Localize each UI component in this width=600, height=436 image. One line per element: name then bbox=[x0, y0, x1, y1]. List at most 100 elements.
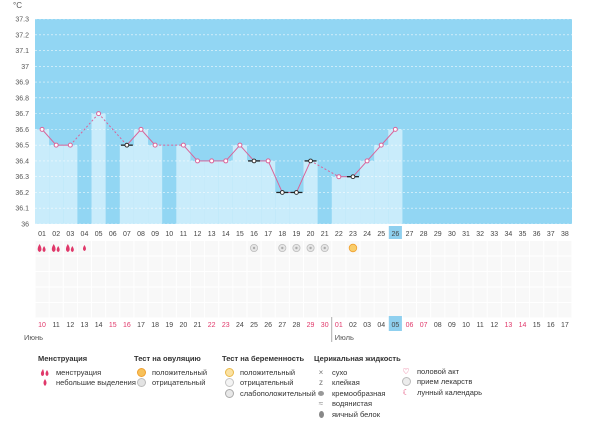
symbol-cell bbox=[92, 287, 106, 302]
symbol-cell bbox=[63, 303, 77, 318]
symbol-cell bbox=[530, 256, 544, 271]
symbol-cell bbox=[332, 287, 346, 302]
calendar-date-label: 05 bbox=[391, 322, 399, 329]
y-tick-label: 36.5 bbox=[15, 143, 29, 150]
symbol-cell bbox=[487, 272, 501, 287]
symbol-cell bbox=[501, 241, 515, 256]
temperature-column bbox=[331, 176, 346, 224]
symbol-cell bbox=[558, 272, 572, 287]
calendar-date-label: 10 bbox=[462, 322, 470, 329]
symbol-cell bbox=[49, 303, 63, 318]
temperature-point bbox=[195, 158, 201, 164]
temperature-column bbox=[63, 145, 78, 224]
menstruation-drop-icon bbox=[42, 246, 46, 252]
symbol-cell bbox=[261, 241, 275, 256]
y-tick-label: 36.7 bbox=[15, 111, 29, 118]
temperature-point bbox=[265, 158, 271, 164]
symbol-cell bbox=[388, 272, 402, 287]
symbol-cell bbox=[247, 272, 261, 287]
creamy-icon bbox=[314, 390, 328, 396]
symbol-cell bbox=[247, 256, 261, 271]
symbol-cell bbox=[318, 303, 332, 318]
legend-pregnancy-positive-item: положительный bbox=[222, 367, 316, 378]
temperature-point bbox=[209, 158, 215, 164]
temperature-point bbox=[223, 158, 229, 164]
legend-ovulation-positive-item: положительный bbox=[134, 367, 207, 378]
cycle-day-label: 29 bbox=[434, 231, 442, 238]
symbol-cell bbox=[176, 241, 190, 256]
temperature-column bbox=[275, 192, 290, 224]
symbol-cell bbox=[332, 272, 346, 287]
symbol-cell bbox=[445, 256, 459, 271]
cycle-day-label: 37 bbox=[547, 231, 555, 238]
cycle-day-label: 15 bbox=[236, 231, 244, 238]
symbol-cell bbox=[247, 287, 261, 302]
symbol-cell bbox=[388, 287, 402, 302]
temperature-column bbox=[190, 160, 205, 224]
symbol-cell bbox=[49, 241, 63, 256]
symbol-cell bbox=[487, 303, 501, 318]
calendar-date-label: 14 bbox=[519, 322, 527, 329]
calendar-date-label: 01 bbox=[335, 322, 343, 329]
calendar-date-label: 09 bbox=[448, 322, 456, 329]
calendar-date-label: 13 bbox=[81, 322, 89, 329]
cycle-day-label: 06 bbox=[109, 231, 117, 238]
symbol-cell bbox=[487, 256, 501, 271]
cycle-day-label: 17 bbox=[264, 231, 272, 238]
symbol-cell bbox=[445, 241, 459, 256]
legend-pregnancy-negative-item: отрицательный bbox=[222, 378, 316, 389]
symbol-cell bbox=[275, 303, 289, 318]
symbol-cell bbox=[92, 256, 106, 271]
symbol-cell bbox=[205, 303, 219, 318]
temperature-line-segment bbox=[366, 144, 382, 162]
cross-icon: × bbox=[318, 367, 324, 377]
cycle-day-label: 24 bbox=[363, 231, 371, 238]
calendar-date-label: 16 bbox=[547, 322, 555, 329]
symbol-cell bbox=[205, 241, 219, 256]
egg-white-icon bbox=[314, 410, 328, 418]
calendar-date-label: 12 bbox=[66, 322, 74, 329]
symbol-cell bbox=[176, 256, 190, 271]
temperature-point bbox=[336, 174, 342, 180]
symbol-cell bbox=[148, 287, 162, 302]
legend-intercourse-label: половой акт bbox=[417, 366, 460, 376]
symbol-cell bbox=[134, 241, 148, 256]
today-highlight bbox=[388, 316, 402, 331]
symbol-cell bbox=[190, 256, 205, 271]
calendar-date-label: 02 bbox=[349, 322, 357, 329]
symbol-cell bbox=[134, 287, 148, 302]
calendar-date-label: 15 bbox=[109, 322, 117, 329]
legend-cervical-eggwhite-item: яичный белок bbox=[314, 409, 401, 420]
legend-cervical-creamy-label: кремообразная bbox=[332, 388, 386, 398]
cycle-day-label: 03 bbox=[66, 231, 74, 238]
symbol-cell bbox=[544, 241, 558, 256]
symbol-cell bbox=[176, 272, 190, 287]
excluded-temperature-point bbox=[279, 190, 285, 195]
symbol-cell bbox=[77, 272, 92, 287]
symbol-cell bbox=[190, 303, 205, 318]
calendar-date-label: 21 bbox=[194, 322, 202, 329]
symbol-cell bbox=[49, 272, 63, 287]
temperature-line-segment bbox=[239, 144, 255, 162]
symbol-cell bbox=[374, 241, 388, 256]
legend-cervical-watery-label: водянистая bbox=[332, 399, 373, 409]
legend-medication-item: прием лекарств bbox=[399, 377, 482, 388]
symbol-cell bbox=[544, 256, 558, 271]
symbol-cell bbox=[219, 241, 233, 256]
symbol-cell bbox=[304, 303, 318, 318]
symbol-cell bbox=[318, 272, 332, 287]
symbol-cell bbox=[501, 272, 515, 287]
pill-icon bbox=[399, 377, 413, 387]
calendar-date-label: 13 bbox=[505, 322, 513, 329]
symbol-cell bbox=[402, 303, 417, 318]
symbol-cell bbox=[92, 272, 106, 287]
symbol-cell bbox=[346, 303, 360, 318]
ovulation-positive-sun-icon bbox=[348, 243, 358, 253]
excluded-temperature-point bbox=[294, 190, 299, 195]
symbol-cell bbox=[332, 241, 346, 256]
sticky-icon: ᴢ bbox=[319, 378, 323, 388]
symbol-cell bbox=[92, 303, 106, 318]
symbol-cell bbox=[77, 256, 92, 271]
legend-cervical-dry-item: × сухо bbox=[314, 367, 401, 378]
symbol-cell bbox=[360, 272, 374, 287]
